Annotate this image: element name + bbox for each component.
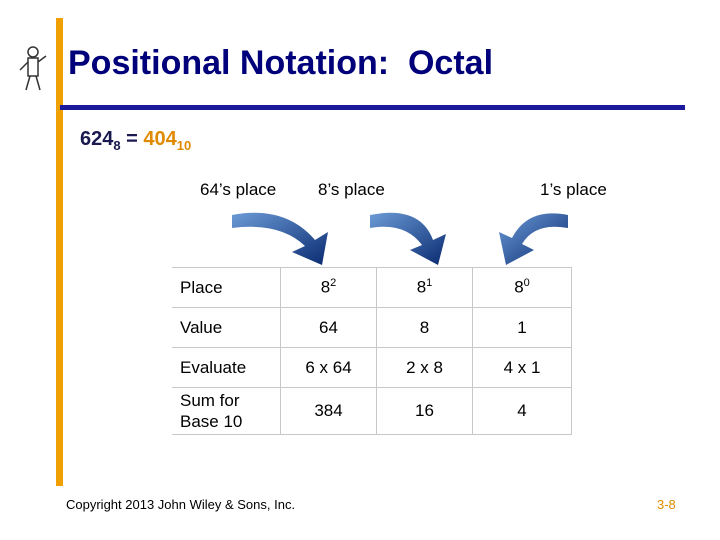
table-cell: 64 [280,307,377,348]
eq-equals: = [126,128,138,150]
table-row: Sum for Base 10 384 16 4 [172,387,572,435]
equation: 6248 = 40410 [80,128,191,153]
eq-right-base: 10 [176,138,192,153]
table-cell: 2 x 8 [376,347,473,388]
table-cell: 384 [280,387,377,435]
power-base: 8 [514,277,524,297]
arrows [232,212,568,265]
table-cell: 1 [472,307,572,348]
eq-left: 624 [80,128,114,150]
table-cell: Sum for Base 10 [172,387,281,435]
table-cell: 16 [376,387,473,435]
eq-left-base: 8 [113,138,121,153]
table-cell: Evaluate [172,347,281,388]
power-exp: 0 [523,277,530,290]
table-cell: 80 [472,267,572,308]
title: Positional Notation: Octal [68,44,494,82]
copyright: Copyright 2013 John Wiley & Sons, Inc. [66,497,296,512]
table-cell: Value [172,307,281,348]
slide-number: 3-8 [657,497,676,512]
accent-bar [56,18,63,486]
place-label: 1’s place [540,180,607,199]
power-exp: 1 [426,277,433,290]
power-exp: 2 [330,277,337,290]
table-row: Value 64 8 1 [172,307,572,348]
table-cell: 4 x 1 [472,347,572,388]
eq-right: 404 [143,128,177,150]
table-row: Place 82 81 80 [172,267,572,308]
power-base: 8 [320,277,331,297]
table-cell: 8 [376,307,473,348]
table-cell: 4 [472,387,572,435]
table-cell: 6 x 64 [280,347,377,388]
table-cell: Place [172,267,281,308]
place-label: 8’s place [318,180,385,199]
power-base: 8 [416,277,427,297]
table-cell: 82 [280,267,377,308]
table-cell: 81 [376,267,473,308]
title-rule [60,105,685,110]
place-label: 64’s place [200,180,277,199]
logo-figure [19,46,47,91]
